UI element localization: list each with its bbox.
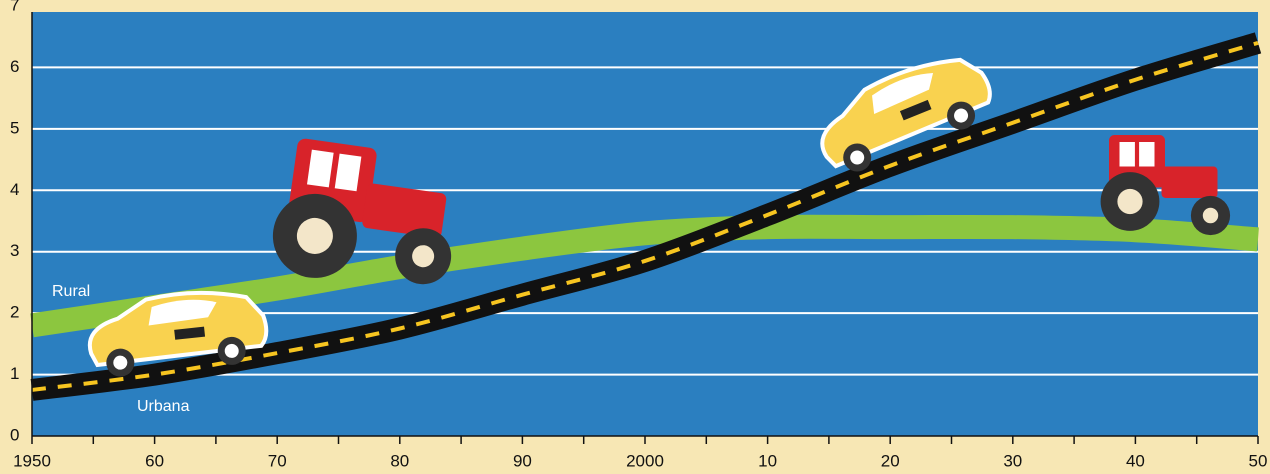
x-tick-label: 90: [513, 451, 532, 470]
series-label: Rural: [52, 283, 90, 300]
x-tick-label: 1950: [13, 451, 51, 470]
x-tick-label: 30: [1003, 451, 1022, 470]
x-tick-label: 40: [1126, 451, 1145, 470]
tractor-illustration: [272, 138, 452, 285]
y-tick-label: 1: [10, 364, 19, 383]
x-tick-label: 20: [881, 451, 900, 470]
x-tick-label: 60: [145, 451, 164, 470]
y-tick-label: 3: [10, 241, 19, 260]
series-label: Urbana: [137, 398, 190, 415]
y-tick-label: 0: [10, 425, 19, 444]
x-tick-label: 70: [268, 451, 287, 470]
y-tick-label: 4: [10, 180, 19, 199]
y-tick-label: 5: [10, 118, 19, 137]
y-tick-label: 2: [10, 303, 19, 322]
taxi-illustration: [820, 57, 992, 172]
x-tick-label: 2000: [626, 451, 664, 470]
taxi-illustration: [87, 290, 269, 377]
y-tick-label: 6: [10, 57, 19, 76]
tractor-illustration: [1100, 135, 1231, 236]
x-tick-label: 50: [1249, 451, 1268, 470]
y-tick-label: 7: [10, 0, 19, 14]
x-tick-label: 80: [390, 451, 409, 470]
x-tick-label: 10: [758, 451, 777, 470]
